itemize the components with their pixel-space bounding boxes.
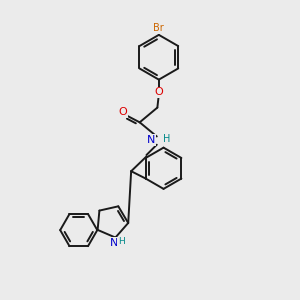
- Text: Br: Br: [154, 23, 164, 33]
- Text: H: H: [163, 134, 171, 144]
- Text: N: N: [147, 135, 155, 145]
- Text: O: O: [118, 107, 127, 117]
- Text: N: N: [110, 238, 118, 248]
- Text: H: H: [118, 238, 125, 247]
- Text: O: O: [154, 87, 163, 97]
